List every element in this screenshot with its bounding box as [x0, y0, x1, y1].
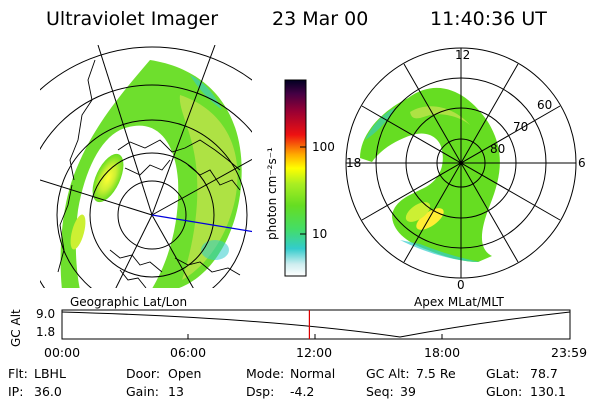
status-dsp-label: Dsp: — [246, 384, 275, 399]
date-label: 23 Mar 00 — [272, 8, 369, 30]
status-door-value: Open — [168, 366, 202, 381]
mlat-label-80: 80 — [490, 142, 506, 156]
time-tick-0600: 06:00 — [170, 345, 207, 360]
orbit-ylabel: GC Alt — [9, 309, 23, 347]
status-mode-label: Mode: — [246, 366, 285, 381]
time-tick-1800: 18:00 — [424, 345, 461, 360]
status-mode-value: Normal — [290, 366, 336, 381]
status-glat-label: GLat: — [486, 366, 520, 381]
status-flt-label: Flt: — [8, 366, 28, 381]
latitude-circles — [40, 46, 252, 288]
status-ip-value: 36.0 — [34, 384, 62, 399]
apex-caption: Apex MLat/MLT — [414, 295, 504, 309]
status-ip-label: IP: — [8, 384, 24, 399]
mlat-label-70: 70 — [513, 120, 529, 134]
status-door-label: Door: — [126, 366, 161, 381]
mlt-lines — [346, 48, 576, 278]
status-seq-label: Seq: — [366, 384, 394, 399]
colorbar — [284, 79, 307, 277]
status-gain-label: Gain: — [126, 384, 159, 399]
colorbar-tick-100: 100 — [312, 140, 335, 154]
noon-meridian-line — [151, 214, 252, 233]
status-seq-value: 39 — [400, 384, 416, 399]
aurora-oval-geographic — [60, 60, 242, 288]
mlt-label-18: 18 — [346, 156, 362, 170]
aurora-oval-apex — [360, 87, 500, 263]
instrument-title: Ultraviolet Imager — [46, 8, 219, 30]
status-glat-value: 78.7 — [530, 366, 558, 381]
geographic-caption: Geographic Lat/Lon — [70, 295, 188, 309]
status-dsp-value: -4.2 — [290, 384, 315, 399]
status-glon-label: GLon: — [486, 384, 523, 399]
meridian-lines — [40, 45, 252, 288]
time-tick-1200: 12:00 — [296, 345, 333, 360]
orbit-altitude-plot — [61, 309, 571, 340]
coastlines — [57, 59, 241, 288]
status-flt-value: LBHL — [34, 366, 66, 381]
time-label: 11:40:36 UT — [430, 8, 547, 30]
orbit-time-ticks — [187, 334, 443, 339]
colorbar-ticks — [300, 146, 306, 235]
status-glon-value: 130.1 — [530, 384, 566, 399]
orbit-ytick-bottom: 1.8 — [36, 325, 56, 339]
colorbar-tick-10: 10 — [312, 227, 328, 241]
apex-polar-plot — [345, 47, 577, 279]
altitude-curve — [61, 311, 571, 338]
mlat-label-60: 60 — [537, 98, 553, 112]
geographic-map — [40, 45, 252, 288]
colorbar-unit-label: photon cm⁻²s⁻¹ — [265, 147, 279, 240]
mlt-label-6: 6 — [578, 156, 586, 170]
status-gcalt-value: 7.5 Re — [416, 366, 456, 381]
status-gain-value: 13 — [168, 384, 184, 399]
time-tick-0000: 00:00 — [44, 345, 81, 360]
orbit-ytick-top: 9.0 — [36, 307, 56, 321]
mlt-label-12: 12 — [455, 48, 471, 62]
status-gcalt-label: GC Alt: — [366, 366, 410, 381]
mlt-label-0: 0 — [457, 278, 465, 292]
time-tick-2359: 23:59 — [551, 345, 588, 360]
